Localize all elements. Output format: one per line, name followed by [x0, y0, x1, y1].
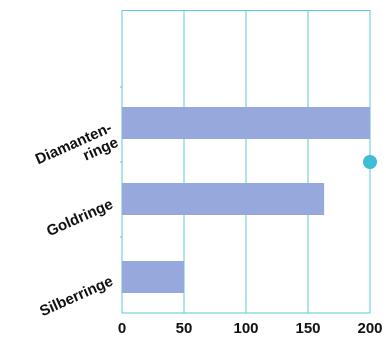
category-label-group: Goldringe: [44, 196, 116, 240]
category-label: Goldringe: [44, 196, 116, 240]
category-label-layer: Diamanten-ringe Goldringe Silberringe: [33, 119, 121, 320]
marker-layer: [363, 155, 377, 169]
bar-goldringe: [122, 183, 325, 215]
x-tick-label-50: 50: [176, 320, 193, 337]
x-tick-label-100: 100: [233, 320, 258, 337]
x-tick-label-150: 150: [295, 320, 320, 337]
x-tick-label-200: 200: [357, 320, 382, 337]
marker-dot: [363, 155, 377, 169]
category-label-group: Diamanten-ringe: [33, 119, 121, 168]
tick-label-layer: 0 50 100 150 200: [118, 320, 383, 337]
category-label: Silberringe: [37, 273, 115, 320]
category-label-group: Silberringe: [37, 273, 115, 320]
bar-diamantenringe: [122, 107, 370, 139]
x-tick-label-0: 0: [118, 320, 126, 337]
bar-layer: [122, 107, 370, 293]
bar-silberringe: [122, 261, 184, 293]
